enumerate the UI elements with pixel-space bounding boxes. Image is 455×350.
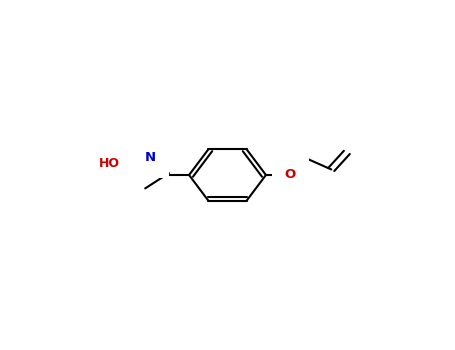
Text: O: O: [285, 168, 296, 182]
Text: HO: HO: [99, 157, 120, 170]
Text: N: N: [145, 152, 156, 164]
